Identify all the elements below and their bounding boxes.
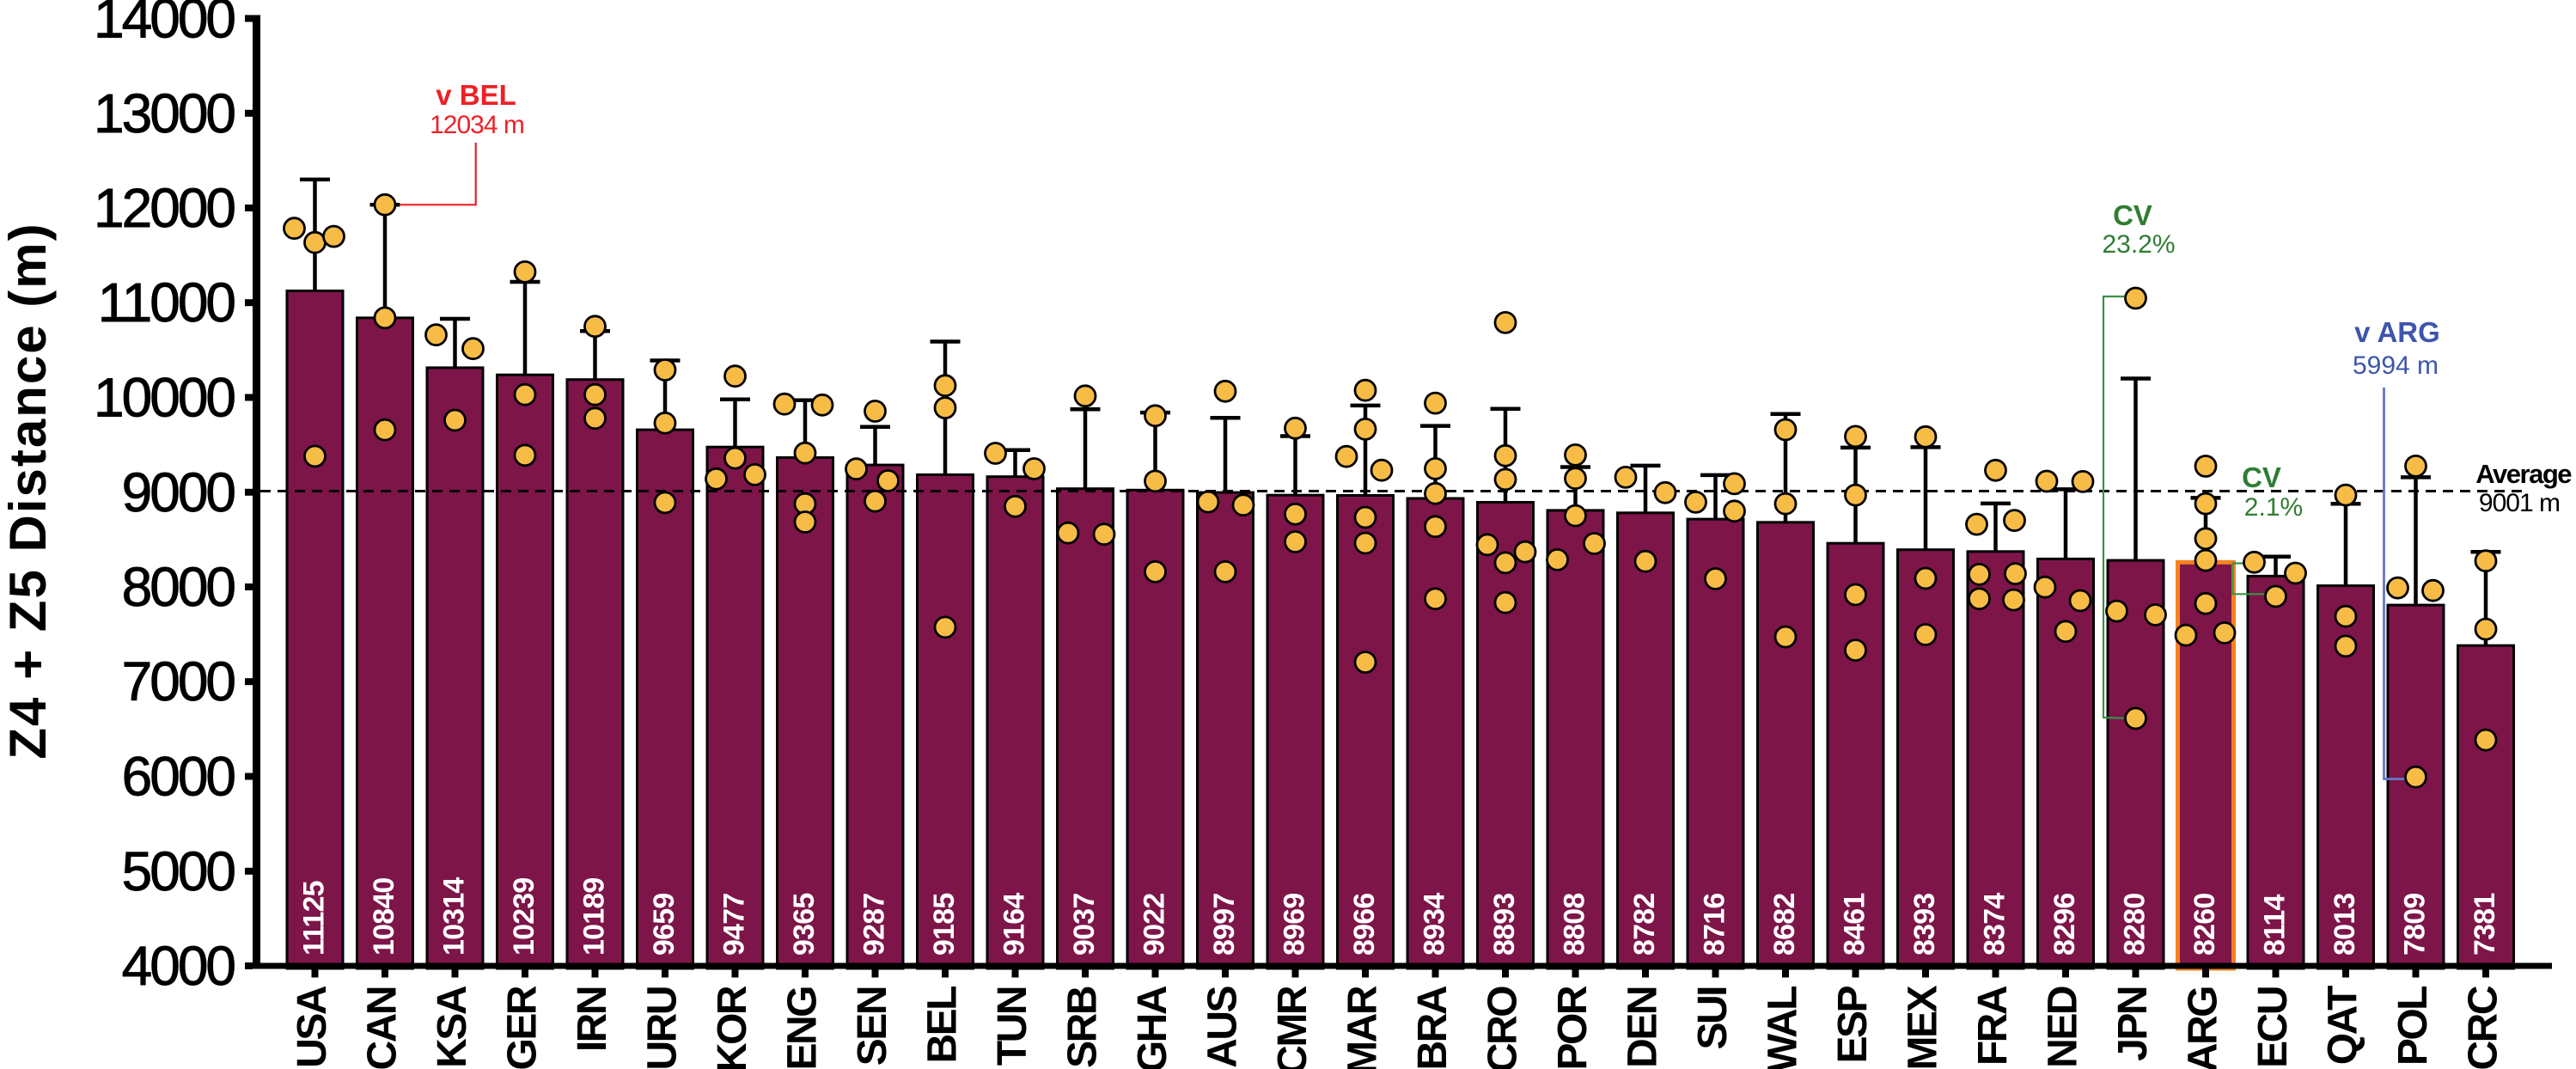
svg-text:8374: 8374	[1979, 893, 2011, 956]
svg-text:SRB: SRB	[1060, 987, 1106, 1068]
svg-text:ECU: ECU	[2250, 987, 2296, 1068]
svg-text:9659: 9659	[648, 894, 681, 956]
svg-text:Z4 + Z5 Distance (m): Z4 + Z5 Distance (m)	[0, 222, 57, 759]
svg-text:10189: 10189	[578, 877, 611, 956]
svg-text:8997: 8997	[1208, 894, 1241, 956]
svg-text:12000: 12000	[94, 177, 235, 239]
svg-text:NED: NED	[2041, 987, 2086, 1068]
svg-text:7381: 7381	[2469, 894, 2501, 956]
svg-text:GER: GER	[500, 986, 546, 1069]
svg-text:SEN: SEN	[850, 987, 895, 1066]
svg-text:ESP: ESP	[1830, 987, 1876, 1064]
svg-text:POL: POL	[2390, 987, 2436, 1066]
svg-text:8782: 8782	[1628, 894, 1661, 956]
svg-text:v BEL: v BEL	[436, 79, 516, 111]
svg-text:ARG: ARG	[2181, 987, 2226, 1069]
svg-text:DEN: DEN	[1621, 987, 1666, 1068]
svg-text:10840: 10840	[368, 877, 400, 956]
svg-text:5000: 5000	[122, 840, 235, 902]
svg-text:v ARG: v ARG	[2354, 316, 2440, 348]
svg-text:9022: 9022	[1138, 894, 1171, 956]
svg-text:IRN: IRN	[570, 987, 615, 1052]
svg-text:9287: 9287	[858, 894, 891, 956]
svg-text:CV: CV	[2113, 199, 2152, 231]
svg-text:GHA: GHA	[1130, 986, 1175, 1069]
svg-text:CMR: CMR	[1270, 986, 1315, 1069]
svg-text:TUN: TUN	[990, 987, 1035, 1066]
svg-text:10314: 10314	[438, 877, 471, 956]
svg-text:KSA: KSA	[430, 986, 475, 1068]
svg-text:USA: USA	[290, 986, 335, 1068]
svg-text:12034 m: 12034 m	[430, 111, 524, 139]
svg-text:8966: 8966	[1348, 894, 1381, 956]
svg-text:BRA: BRA	[1410, 986, 1456, 1069]
svg-text:POR: POR	[1550, 986, 1596, 1069]
svg-text:8393: 8393	[1908, 894, 1941, 956]
svg-text:7000: 7000	[122, 651, 235, 712]
svg-text:FRA: FRA	[1970, 986, 2016, 1066]
svg-text:9185: 9185	[928, 894, 961, 956]
svg-text:5994 m: 5994 m	[2353, 351, 2439, 380]
svg-text:23.2%: 23.2%	[2102, 230, 2175, 259]
svg-text:10239: 10239	[508, 877, 540, 956]
svg-text:4000: 4000	[122, 935, 235, 997]
svg-text:URU: URU	[640, 987, 686, 1069]
svg-text:ENG: ENG	[780, 987, 826, 1069]
svg-text:8280: 8280	[2119, 894, 2152, 956]
svg-text:8461: 8461	[1839, 894, 1871, 956]
svg-text:11125: 11125	[298, 881, 331, 956]
svg-text:9164: 9164	[998, 893, 1031, 956]
svg-text:BEL: BEL	[920, 987, 966, 1064]
svg-text:9001 m: 9001 m	[2479, 489, 2560, 517]
svg-text:7809: 7809	[2399, 894, 2432, 956]
svg-text:9000: 9000	[122, 461, 235, 523]
svg-text:9477: 9477	[718, 894, 751, 956]
svg-text:9037: 9037	[1068, 894, 1101, 956]
svg-text:CRC: CRC	[2461, 986, 2506, 1069]
svg-text:14000: 14000	[94, 0, 235, 50]
svg-text:8716: 8716	[1699, 894, 1731, 956]
svg-text:KOR: KOR	[710, 986, 755, 1069]
svg-text:10000: 10000	[94, 367, 235, 429]
svg-text:11000: 11000	[98, 272, 235, 333]
svg-text:8013: 8013	[2329, 894, 2361, 956]
svg-text:8000: 8000	[122, 556, 235, 618]
svg-text:8260: 8260	[2188, 894, 2221, 956]
svg-text:CV: CV	[2242, 461, 2281, 493]
svg-text:MEX: MEX	[1901, 986, 1946, 1069]
svg-text:Average: Average	[2475, 459, 2572, 489]
svg-text:QAT: QAT	[2321, 986, 2366, 1065]
svg-text:9365: 9365	[788, 894, 821, 956]
svg-text:8114: 8114	[2259, 895, 2292, 956]
svg-text:8934: 8934	[1419, 893, 1451, 956]
svg-text:CRO: CRO	[1480, 987, 1526, 1069]
svg-text:JPN: JPN	[2110, 987, 2156, 1061]
svg-text:8969: 8969	[1279, 894, 1311, 956]
svg-text:CAN: CAN	[360, 987, 406, 1069]
svg-text:8682: 8682	[1768, 894, 1801, 956]
svg-text:6000: 6000	[122, 746, 235, 808]
svg-text:13000: 13000	[94, 82, 235, 144]
svg-text:MAR: MAR	[1340, 986, 1386, 1069]
svg-text:WAL: WAL	[1761, 987, 1806, 1069]
svg-text:AUS: AUS	[1200, 987, 1246, 1068]
svg-text:8893: 8893	[1488, 894, 1521, 956]
svg-text:2.1%: 2.1%	[2244, 493, 2303, 522]
svg-text:8808: 8808	[1559, 894, 1591, 956]
svg-text:SUI: SUI	[1690, 987, 1736, 1050]
svg-text:8296: 8296	[2048, 894, 2081, 956]
